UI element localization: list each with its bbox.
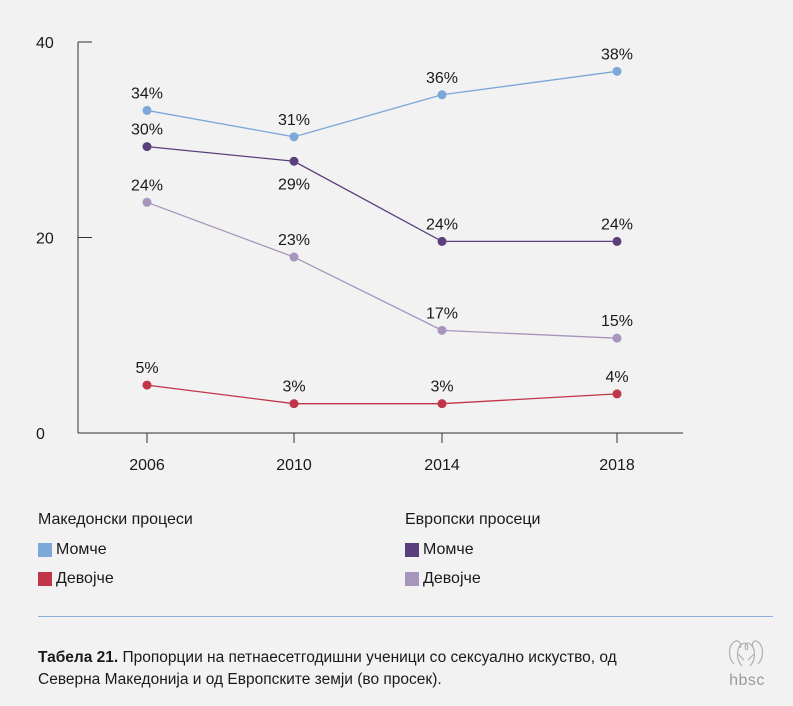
data-point-eu_girls <box>437 325 447 335</box>
data-point-mk_girls <box>437 399 447 409</box>
data-point-mk_girls <box>142 380 152 390</box>
data-point-mk_girls <box>612 389 622 399</box>
data-point-mk_boys <box>612 66 622 76</box>
legend-swatch <box>38 543 52 557</box>
data-label-eu_boys: 30% <box>131 122 163 139</box>
hbsc-logo: hbsc <box>722 634 772 692</box>
legend-group-europe: Европски просеци Момче Девојче <box>405 510 705 598</box>
data-label-eu_girls: 24% <box>131 177 163 194</box>
data-label-mk_boys: 31% <box>278 112 310 129</box>
data-label-mk_girls: 5% <box>135 360 158 377</box>
line-chart: 0 20 40 2006 2010 2014 2018 34% 31% 36% 38% 30% 29%… <box>36 35 683 474</box>
data-point-mk_boys <box>142 105 152 115</box>
legend-item-eu-girls: Девојче <box>405 569 705 589</box>
data-label-mk_girls: 3% <box>430 379 453 396</box>
chart-data-labels: 34% 31% 36% 38% 30% 29% 24% 24% 24% 23% 17% 15% 5% 3%… <box>131 46 633 395</box>
data-point-eu_girls <box>289 252 299 262</box>
figure-caption: Табела 21. Пропорции на петнаесетгодишни… <box>38 647 658 691</box>
chart-series-lines <box>146 70 618 405</box>
hbsc-logo-icon <box>728 640 764 667</box>
data-label-eu_boys: 29% <box>278 176 310 193</box>
data-label-mk_boys: 38% <box>601 46 633 63</box>
y-tick-label: 20 <box>36 231 54 248</box>
y-tick-label: 0 <box>36 426 45 443</box>
data-point-mk_girls <box>289 399 299 409</box>
legend-item-eu-boys: Момче <box>405 540 705 560</box>
legend-label: Девојче <box>423 570 481 587</box>
data-point-eu_boys <box>612 236 622 246</box>
series-line-eu_girls <box>146 201 618 339</box>
legend-item-mk-boys: Момче <box>38 540 338 560</box>
legend-swatch <box>38 572 52 586</box>
legend-item-mk-girls: Девојче <box>38 569 338 589</box>
data-point-eu_girls <box>142 197 152 207</box>
data-point-eu_boys <box>289 156 299 166</box>
series-line-eu_boys <box>146 145 617 243</box>
legend-group-title: Македонски процеси <box>38 511 193 528</box>
legend-swatch <box>405 543 419 557</box>
legend-group-title: Европски просеци <box>405 511 541 528</box>
logo-text: hbsc <box>729 672 765 689</box>
data-label-mk_boys: 36% <box>426 70 458 87</box>
x-tick-label: 2010 <box>276 457 312 474</box>
series-line-mk_boys <box>146 70 618 138</box>
caption-label: Табела 21. <box>38 649 119 666</box>
x-tick-label: 2018 <box>599 457 635 474</box>
data-label-mk_girls: 3% <box>282 379 305 396</box>
chart-axes: 0 20 40 2006 2010 2014 2018 <box>36 35 683 474</box>
x-tick-label: 2006 <box>129 457 165 474</box>
data-label-eu_girls: 15% <box>601 313 633 330</box>
data-label-mk_girls: 4% <box>605 369 628 386</box>
chart-data-points <box>142 66 622 409</box>
y-tick-label: 40 <box>36 35 54 52</box>
legend-swatch <box>405 572 419 586</box>
data-label-eu_girls: 17% <box>426 305 458 322</box>
caption-text: Пропорции на петнаесетгодишни ученици со… <box>38 649 617 688</box>
data-point-mk_boys <box>289 132 299 142</box>
data-label-eu_girls: 23% <box>278 232 310 249</box>
legend-label: Момче <box>56 541 107 558</box>
legend-label: Момче <box>423 541 474 558</box>
legend-label: Девојче <box>56 570 114 587</box>
data-label-eu_boys: 24% <box>426 216 458 233</box>
data-point-eu_boys <box>437 236 447 246</box>
divider <box>38 616 773 617</box>
series-line-mk_girls <box>146 384 618 405</box>
legend-group-macedonia: Македонски процеси Момче Девојче <box>38 510 338 598</box>
data-point-eu_boys <box>142 142 152 152</box>
data-point-mk_boys <box>437 90 447 100</box>
data-label-mk_boys: 34% <box>131 85 163 102</box>
x-tick-label: 2014 <box>424 457 460 474</box>
data-label-eu_boys: 24% <box>601 216 633 233</box>
data-point-eu_girls <box>612 333 622 343</box>
